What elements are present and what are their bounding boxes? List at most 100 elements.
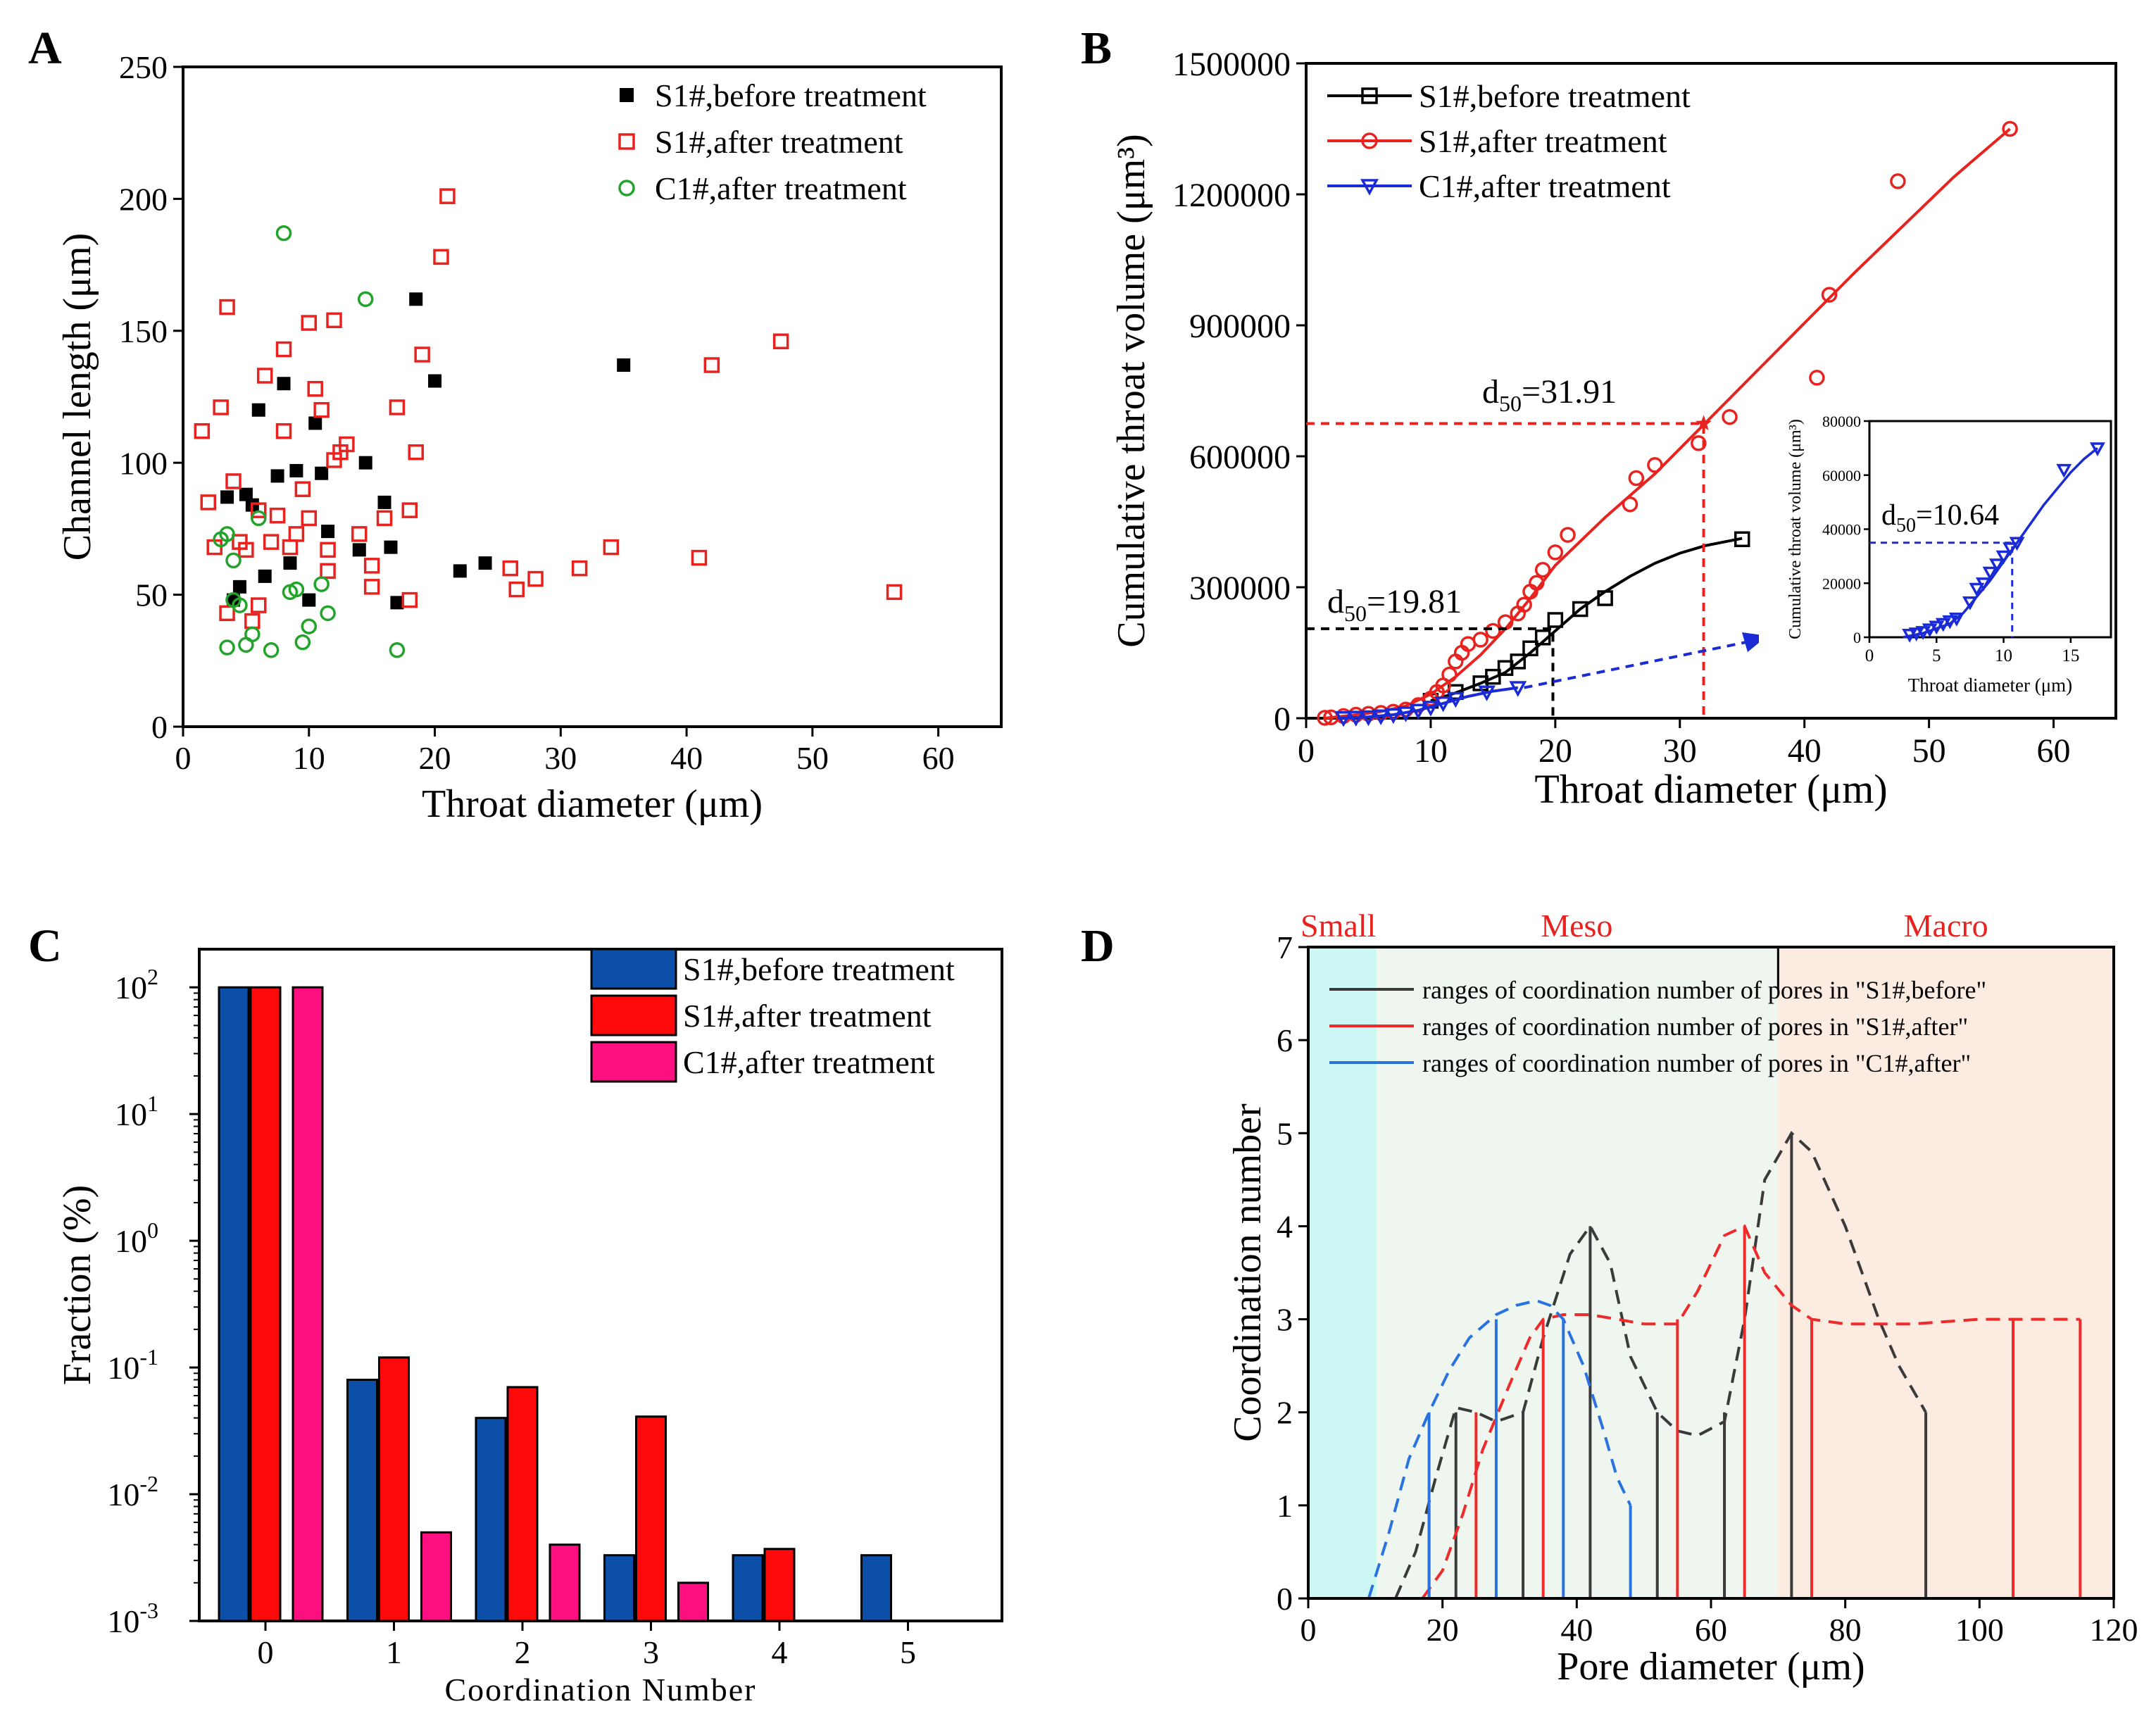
1-y-tick-label: 1500000 [1172, 46, 1291, 83]
1-x-tick-label: 10 [1414, 732, 1448, 770]
c-bar-series-2 [549, 1543, 581, 1622]
d-y-tick-label: 4 [1277, 1208, 1293, 1244]
b-open-triangle-down-point [1347, 710, 1365, 727]
b-open-circle-point [1647, 457, 1663, 473]
a-y-axis-label: Channel length (μm) [56, 233, 99, 560]
b-open-square-point [1597, 590, 1613, 606]
a-open-circle-point [219, 526, 235, 542]
0-y-tick-label: 150 [119, 313, 168, 349]
0-x-tick-label: 20 [419, 740, 451, 776]
c-legend-label: C1#,after treatment [683, 1044, 935, 1080]
b-open-circle-point [1722, 408, 1738, 425]
a-open-square-point [313, 401, 330, 418]
a-open-square-point [320, 563, 336, 580]
1-x-tick-label: 40 [1788, 732, 1822, 770]
b-open-circle-point [1534, 561, 1551, 578]
c-bar-series-1 [635, 1415, 667, 1622]
b-open-circle-point [1560, 527, 1576, 543]
a-legend-label: C1#,after treatment [655, 170, 907, 206]
b-inset-d50-guide [1869, 541, 2014, 637]
a-open-square-point [301, 315, 318, 331]
b-inset-d50-label: d50=10.64 [1881, 499, 1999, 537]
panel-b-chart: B 0 10 20 30 40 50 600300000600000900000120000… [1081, 23, 2117, 812]
b-series-0-fit-line [1430, 537, 1743, 703]
1-y-tick-label: 600000 [1189, 439, 1291, 476]
b-open-circle-point [1628, 470, 1645, 487]
0-x-tick-label: 30 [544, 740, 577, 776]
a-open-square-point [320, 541, 336, 558]
c-y-tick-label: 10-2 [107, 1471, 158, 1513]
b-y-axis-label: Cumulative throat volume (μm³) [1110, 134, 1153, 648]
a-filled-square-point [227, 593, 241, 607]
a-open-circle-point [389, 642, 406, 658]
c-bar-series-0 [603, 1554, 635, 1622]
b-open-circle-point [1547, 544, 1564, 560]
a-filled-square-point [352, 543, 366, 557]
b-inset-triangle-point [1902, 629, 1918, 643]
d-region-2-label: Macro [1904, 908, 1988, 944]
0-y-tick-label: 200 [119, 182, 168, 218]
a-open-circle-point [294, 634, 311, 651]
a-open-square-point [502, 560, 519, 577]
b-open-circle-point [1529, 575, 1545, 591]
a-open-square-point [251, 502, 267, 518]
b-inset-x-tick-label: 0 [1865, 646, 1874, 665]
b-open-square-point [1534, 630, 1551, 646]
0-y-tick-label: 100 [119, 445, 168, 481]
c-x-tick-label: 3 [643, 1634, 659, 1670]
b-inset-background [1759, 421, 2111, 703]
b-open-circle-point [1472, 632, 1488, 648]
b-inset-triangle-point [1908, 627, 1924, 641]
a-open-square-point [288, 526, 305, 542]
d-y-tick-label: 0 [1277, 1581, 1293, 1617]
b-inset-triangle-point [1975, 577, 1991, 591]
a-legend-label: S1#,after treatment [655, 124, 903, 160]
b-inset-triangle-point [1948, 612, 1964, 627]
panel-label-a: A [28, 23, 62, 74]
b-open-circle-point [1809, 370, 1825, 386]
d-x-axis-label: Pore diameter (μm) [1557, 1645, 1864, 1689]
b-open-square-point [1572, 601, 1588, 618]
0-x-tick-label: 60 [922, 740, 955, 776]
b-inset-triangle-point [1989, 558, 2005, 572]
a-open-square-point [301, 510, 318, 527]
d-x-tick-label: 0 [1301, 1612, 1317, 1648]
b-legend-marker [1361, 87, 1378, 104]
d-series-0-range-curve [1394, 1131, 1927, 1599]
b-open-circle-point [1890, 173, 1906, 189]
c-x-tick-label: 5 [900, 1634, 916, 1670]
a-open-square-point [414, 346, 430, 363]
d-y-tick-label: 6 [1277, 1022, 1293, 1058]
a-open-circle-point [219, 639, 235, 656]
b-inset-d50-d: d [1881, 499, 1896, 532]
a-legend-marker [620, 88, 634, 102]
a-filled-square-point [384, 540, 398, 554]
b-open-triangle-down-point [1334, 711, 1353, 727]
a-open-square-point [244, 613, 261, 630]
d-region-1-background [1375, 947, 1779, 1598]
c-bar-series-2 [677, 1582, 709, 1622]
d-region-1-label: Meso [1541, 908, 1612, 944]
c-y-tick-label: 102 [115, 964, 158, 1006]
c-bar-series-1 [763, 1548, 796, 1622]
a-open-square-point [401, 591, 418, 608]
b-open-triangle-down-point [1372, 709, 1390, 726]
d-y-tick-label: 3 [1277, 1302, 1293, 1338]
a-filled-square-point [220, 490, 234, 504]
c-bar-series-0 [218, 986, 250, 1622]
a-open-square-point [571, 560, 588, 577]
0-y-tick-label: 250 [119, 49, 168, 85]
1-x-tick-label: 30 [1663, 732, 1697, 770]
b-inset-triangle-point [1969, 582, 1985, 597]
b-d50_s1_after-sub: 50 [1499, 391, 1522, 416]
b-d50-star-marker [1696, 415, 1712, 431]
a-open-square-point [703, 357, 720, 373]
b-open-triangle-down-point [1422, 701, 1440, 717]
c-x-tick-label: 0 [258, 1634, 274, 1670]
b-open-circle-point [1441, 666, 1458, 683]
1-x-tick-label: 0 [1298, 732, 1315, 770]
b-d50_s1_before-d: d [1327, 583, 1344, 620]
1-x-tick-label: 60 [2037, 732, 2071, 770]
b-open-square-point [1510, 653, 1527, 670]
